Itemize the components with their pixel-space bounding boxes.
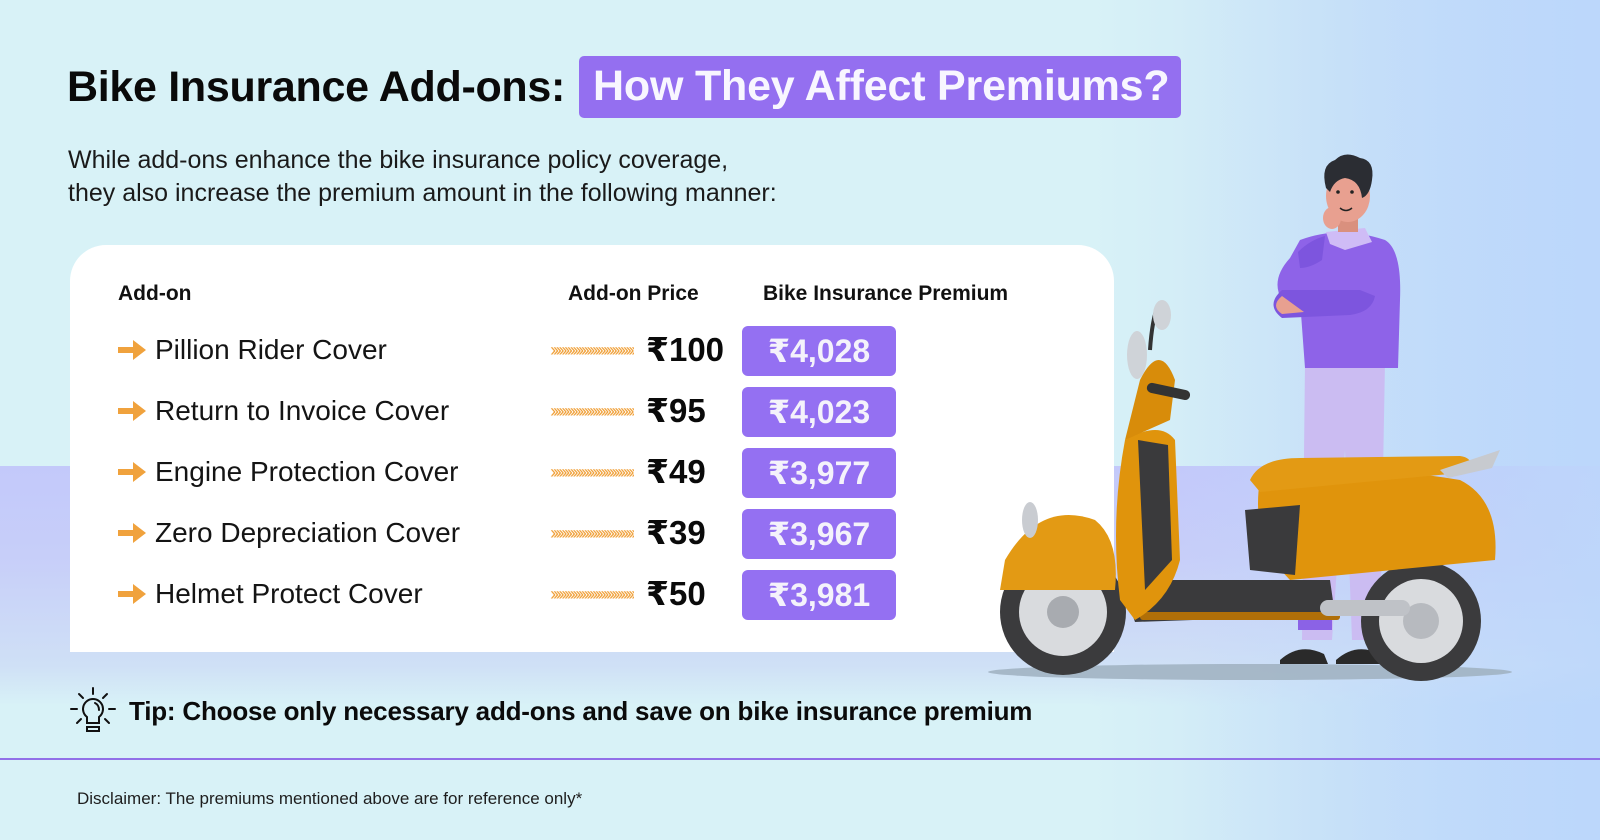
leader-chevrons: ›››››››››››››››››››››››››››››› [550,583,634,604]
leader-chevrons: ›››››››››››››››››››››››››››››› [550,522,634,543]
addon-name: Engine Protection Cover [155,456,459,487]
tip-row: Tip: Choose only necessary add-ons and s… [67,684,1032,738]
page-title: Bike Insurance Add-ons: How They Affect … [67,56,1182,118]
title-highlight: How They Affect Premiums? [579,56,1182,118]
premium-badge: ₹4,023 [742,387,896,437]
lightbulb-icon [70,687,116,732]
table-row: Engine Protection Cover ››››››››››››››››… [118,448,918,498]
leader-chevrons: ›››››››››››››››››››››››››››››› [550,400,634,421]
title-prefix: Bike Insurance Add-ons: [67,62,566,111]
premium-badge: ₹3,981 [742,570,896,620]
leader-chevrons: ›››››››››››››››››››››››››››››› [550,339,634,360]
addon-name: Return to Invoice Cover [155,395,450,426]
addon-price: ₹50 [646,575,706,612]
addon-name: Pillion Rider Cover [155,334,387,365]
disclaimer: Disclaimer: The premiums mentioned above… [77,789,583,808]
arrow-right-icon [118,523,146,543]
addon-price: ₹100 [646,331,725,368]
subtitle-line-2: they also increase the premium amount in… [68,179,777,207]
background-gradient [1180,0,1600,840]
subtitle: While add-ons enhance the bike insurance… [68,144,968,210]
arrow-right-icon [118,340,146,360]
table-row: Zero Depreciation Cover ››››››››››››››››… [118,509,918,559]
column-header-price: Add-on Price [568,282,699,305]
column-header-addon: Add-on [118,282,192,305]
tip-text: Tip: Choose only necessary add-ons and s… [129,695,1033,726]
arrow-right-icon [118,584,146,604]
premium-badge: ₹3,977 [742,448,896,498]
premium-badge: ₹3,967 [742,509,896,559]
premium-badge: ₹4,028 [742,326,896,376]
footer-divider [0,758,1600,760]
addon-price: ₹49 [646,453,706,490]
addon-price: ₹39 [646,514,706,551]
addon-name: Helmet Protect Cover [155,578,423,609]
table-row: Return to Invoice Cover ››››››››››››››››… [118,387,918,437]
arrow-right-icon [118,462,146,482]
addon-price: ₹95 [646,392,706,429]
table-row: Helmet Protect Cover ›››››››››››››››››››… [118,570,918,620]
arrow-right-icon [118,401,146,421]
addon-name: Zero Depreciation Cover [155,517,461,548]
column-header-premium: Bike Insurance Premium [763,282,1009,305]
subtitle-line-1: While add-ons enhance the bike insurance… [68,146,729,174]
table-row: Pillion Rider Cover ››››››››››››››››››››… [118,326,918,376]
addon-table-card [70,245,1114,652]
leader-chevrons: ›››››››››››››››››››››››››››››› [550,461,634,482]
